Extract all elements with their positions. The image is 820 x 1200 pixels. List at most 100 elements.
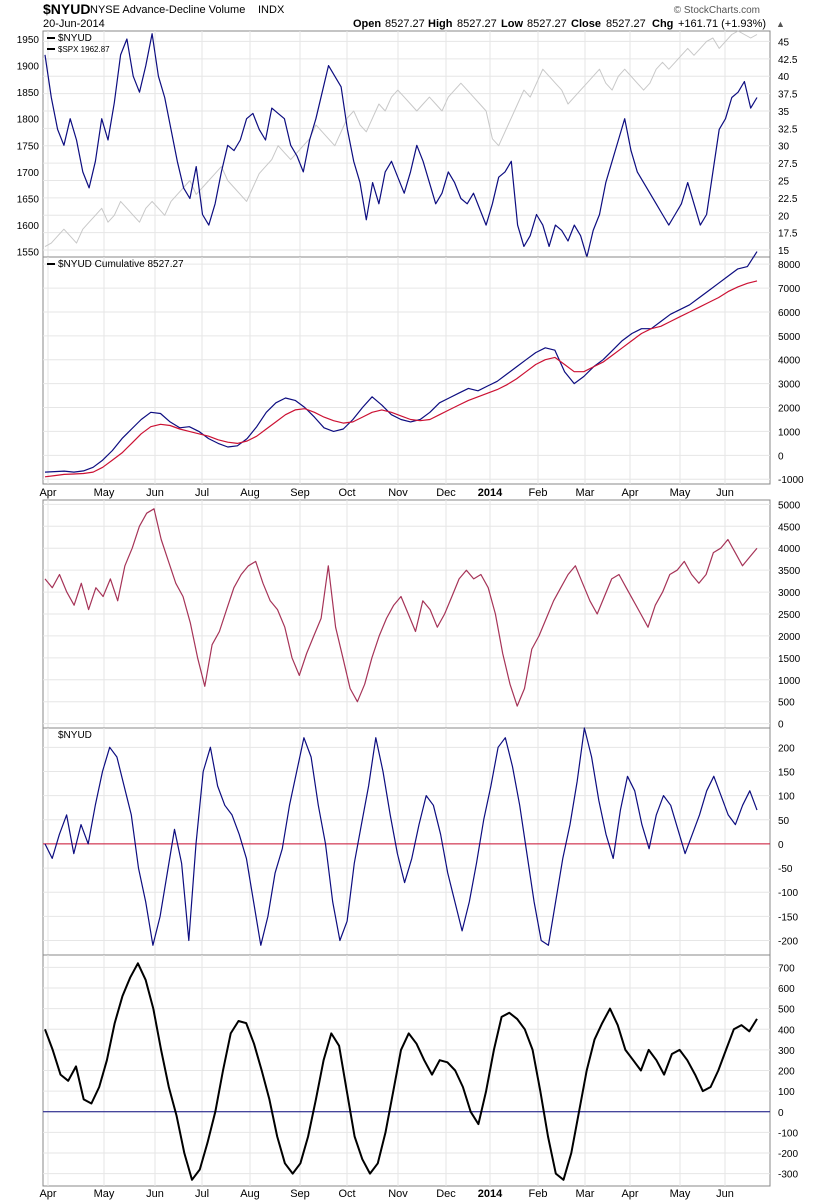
x-tick-label: Feb bbox=[529, 487, 548, 499]
y-tick-label-right: 20 bbox=[778, 211, 790, 222]
x-tick-label: Feb bbox=[529, 1188, 548, 1200]
series-line-smoothed bbox=[44, 962, 758, 1181]
y-tick-label-right: 100 bbox=[778, 792, 795, 803]
y-tick-label-right: -300 bbox=[778, 1170, 798, 1181]
panel-nyud-daily: -200 -150 -100 -50 0 50 100 150 200 $NYUD bbox=[42, 727, 798, 956]
y-tick-label-right: 4000 bbox=[778, 356, 801, 367]
y-tick-label-right: 0 bbox=[778, 720, 784, 731]
y-tick-label-right: 45 bbox=[778, 37, 790, 48]
y-tick-label-right: 6000 bbox=[778, 308, 801, 319]
y-tick-label-right: 500 bbox=[778, 1005, 795, 1016]
y-tick-label-right: 200 bbox=[778, 743, 795, 754]
y-tick-label-right: 0 bbox=[778, 840, 784, 851]
x-tick-label: Dec bbox=[436, 487, 456, 499]
series-line-indicator bbox=[44, 508, 758, 707]
x-axis-bottom: Apr May Jun Jul Aug Sep Oct Nov Dec 2014 Feb Mar Apr… bbox=[39, 1188, 733, 1200]
low-value: 8527.27 bbox=[527, 18, 567, 30]
x-tick-label: Apr bbox=[621, 487, 638, 499]
legend-label: $NYUD Cumulative 8527.27 bbox=[58, 259, 184, 270]
y-tick-label-right: 400 bbox=[778, 1025, 795, 1036]
x-tick-label: Dec bbox=[436, 1188, 456, 1200]
y-tick-label-left: 1850 bbox=[17, 88, 40, 99]
panel-oscillator-black: -300 -200 -100 0 100 200 300 400 500 600 700 bbox=[42, 954, 798, 1187]
y-tick-label-right: 40 bbox=[778, 72, 790, 83]
open-label: Open bbox=[353, 18, 381, 30]
close-value: 8527.27 bbox=[606, 18, 646, 30]
x-tick-label: Apr bbox=[621, 1188, 638, 1200]
y-tick-label-left: 1600 bbox=[17, 221, 40, 232]
panel-oscillator-maroon: 0 500 1000 1500 2000 2500 3000 3500 4000 4500 5000 bbox=[42, 499, 801, 731]
y-tick-label-right: 5000 bbox=[778, 332, 801, 343]
collapse-arrow-icon[interactable]: ▲ bbox=[776, 19, 785, 29]
y-tick-label-left: 1750 bbox=[17, 141, 40, 152]
legend-label: $SPX 1962.87 bbox=[58, 45, 110, 54]
y-tick-label-right: 1500 bbox=[778, 654, 801, 665]
y-tick-label-right: 0 bbox=[778, 451, 784, 462]
low-label: Low bbox=[501, 18, 523, 30]
symbol-name: NYSE Advance-Decline Volume bbox=[90, 4, 245, 16]
series-line-nyud bbox=[44, 33, 758, 258]
x-tick-label: Aug bbox=[240, 1188, 260, 1200]
x-tick-label: Jun bbox=[146, 1188, 164, 1200]
y-tick-label-left: 1800 bbox=[17, 115, 40, 126]
y-tick-label-right: 5000 bbox=[778, 500, 801, 511]
y-tick-label-right: -100 bbox=[778, 888, 798, 899]
series-line-nyud-cumulative bbox=[44, 251, 758, 473]
high-value: 8527.27 bbox=[457, 18, 497, 30]
y-tick-label-right: 200 bbox=[778, 1067, 795, 1078]
x-tick-label: Jul bbox=[195, 1188, 209, 1200]
x-tick-label: Apr bbox=[39, 487, 56, 499]
x-axis-top: Apr May Jun Jul Aug Sep Oct Nov Dec 2014 Feb Mar Apr… bbox=[39, 487, 733, 499]
panel-frame bbox=[42, 727, 771, 956]
y-tick-label-right: 50 bbox=[778, 816, 790, 827]
y-tick-label-right: 32.5 bbox=[778, 124, 798, 135]
series-line-spx-1962-87 bbox=[44, 30, 758, 248]
y-tick-label-right: 1000 bbox=[778, 676, 801, 687]
panel-frame bbox=[42, 30, 771, 258]
y-tick-label-right: 3000 bbox=[778, 380, 801, 391]
y-tick-label-left: 1950 bbox=[17, 35, 40, 46]
y-tick-label-right: 600 bbox=[778, 984, 795, 995]
y-tick-label-right: 700 bbox=[778, 963, 795, 974]
x-tick-label: Sep bbox=[290, 1188, 310, 1200]
y-tick-label-right: -100 bbox=[778, 1128, 798, 1139]
y-tick-label-right: 0 bbox=[778, 1108, 784, 1119]
y-tick-label-right: 22.5 bbox=[778, 194, 798, 205]
x-tick-label: 2014 bbox=[478, 1188, 503, 1200]
y-tick-label-right: 300 bbox=[778, 1046, 795, 1057]
y-tick-label-right: 15 bbox=[778, 246, 790, 257]
legend-label: $NYUD bbox=[58, 730, 92, 741]
y-tick-label-right: -1000 bbox=[778, 475, 804, 486]
series-line-moving-average bbox=[44, 280, 758, 478]
x-tick-label: Jun bbox=[146, 487, 164, 499]
x-tick-label: May bbox=[94, 487, 115, 499]
x-tick-label: Jun bbox=[716, 1188, 734, 1200]
x-tick-label: Mar bbox=[576, 1188, 595, 1200]
y-tick-label-right: 2500 bbox=[778, 610, 801, 621]
y-tick-label-right: -200 bbox=[778, 1149, 798, 1160]
y-tick-label-right: -50 bbox=[778, 864, 793, 875]
x-tick-label: Oct bbox=[338, 487, 355, 499]
x-tick-label: May bbox=[94, 1188, 115, 1200]
y-tick-label-right: 3500 bbox=[778, 566, 801, 577]
open-value: 8527.27 bbox=[385, 18, 425, 30]
y-tick-label-right: 35 bbox=[778, 107, 790, 118]
panel-price: 15 17.5 20 22.5 25 27.5 30 32.5 35 37.5 40 42.5 45 15… bbox=[17, 30, 798, 259]
y-tick-label-right: 42.5 bbox=[778, 55, 798, 66]
y-tick-label-right: -150 bbox=[778, 912, 798, 923]
legend-label: $NYUD bbox=[58, 33, 92, 44]
y-tick-label-right: 1000 bbox=[778, 427, 801, 438]
x-tick-label: Aug bbox=[240, 487, 260, 499]
y-tick-label-right: 2000 bbox=[778, 404, 801, 415]
chg-label: Chg bbox=[652, 18, 673, 30]
x-tick-label: May bbox=[670, 1188, 691, 1200]
high-label: High bbox=[428, 18, 453, 30]
y-tick-label-right: 2000 bbox=[778, 632, 801, 643]
exchange: INDX bbox=[258, 4, 285, 16]
close-label: Close bbox=[571, 18, 601, 30]
y-tick-label-left: 1550 bbox=[17, 248, 40, 259]
y-tick-label-right: 30 bbox=[778, 142, 790, 153]
x-tick-label: May bbox=[670, 487, 691, 499]
x-tick-label: Oct bbox=[338, 1188, 355, 1200]
